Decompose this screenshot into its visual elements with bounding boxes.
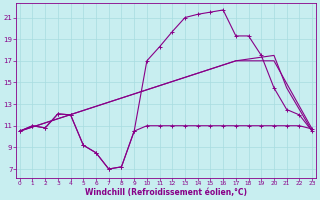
X-axis label: Windchill (Refroidissement éolien,°C): Windchill (Refroidissement éolien,°C) [85,188,247,197]
